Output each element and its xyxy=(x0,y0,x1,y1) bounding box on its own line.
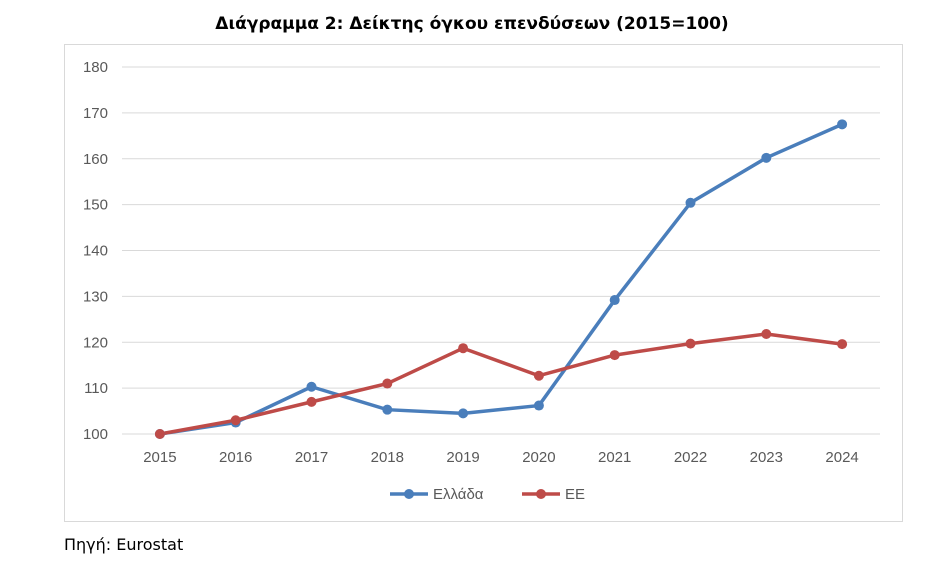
data-point-1 xyxy=(685,338,696,349)
data-point-1 xyxy=(609,350,620,361)
legend-label-1: ΕΕ xyxy=(565,486,585,503)
x-tick-label: 2015 xyxy=(143,449,176,466)
data-point-1 xyxy=(458,343,469,354)
source-note: Πηγή: Eurostat xyxy=(64,535,184,554)
legend-marker-1 xyxy=(536,489,546,499)
data-point-1 xyxy=(533,370,544,381)
x-tick-label: 2016 xyxy=(219,449,252,466)
legend-marker-0 xyxy=(404,489,414,499)
y-tick-label: 130 xyxy=(83,288,108,305)
y-tick-label: 150 xyxy=(83,197,108,214)
data-point-0 xyxy=(533,400,544,411)
y-tick-label: 110 xyxy=(84,380,108,397)
data-point-0 xyxy=(382,404,393,415)
data-point-1 xyxy=(382,378,393,389)
x-tick-label: 2021 xyxy=(598,449,631,466)
x-tick-label: 2022 xyxy=(674,449,707,466)
data-point-1 xyxy=(154,429,165,439)
data-point-1 xyxy=(761,328,772,339)
data-point-0 xyxy=(306,381,317,392)
y-tick-label: 180 xyxy=(83,59,108,76)
y-tick-label: 120 xyxy=(83,334,108,351)
data-point-0 xyxy=(761,152,772,163)
series-line-1 xyxy=(158,332,844,436)
y-tick-label: 100 xyxy=(83,426,108,443)
x-tick-label: 2018 xyxy=(371,449,404,466)
y-tick-label: 160 xyxy=(83,151,108,168)
chart-area xyxy=(64,44,903,522)
legend-label-0: Ελλάδα xyxy=(433,486,484,503)
x-tick-label: 2017 xyxy=(295,449,328,466)
chart-title: Διάγραμμα 2: Δείκτης όγκου επενδύσεων (2… xyxy=(215,14,729,34)
y-tick-label: 140 xyxy=(83,243,108,260)
data-point-0 xyxy=(837,119,848,130)
y-tick-label: 170 xyxy=(83,105,108,122)
data-point-1 xyxy=(837,339,848,350)
data-point-1 xyxy=(230,415,241,426)
data-point-0 xyxy=(685,197,696,208)
data-point-0 xyxy=(609,295,620,306)
x-tick-label: 2019 xyxy=(446,449,479,466)
data-point-0 xyxy=(458,408,469,419)
x-tick-label: 2023 xyxy=(750,449,783,466)
data-point-1 xyxy=(306,396,317,407)
x-tick-label: 2024 xyxy=(825,449,858,466)
x-tick-label: 2020 xyxy=(522,449,555,466)
series-line-0 xyxy=(158,122,844,436)
